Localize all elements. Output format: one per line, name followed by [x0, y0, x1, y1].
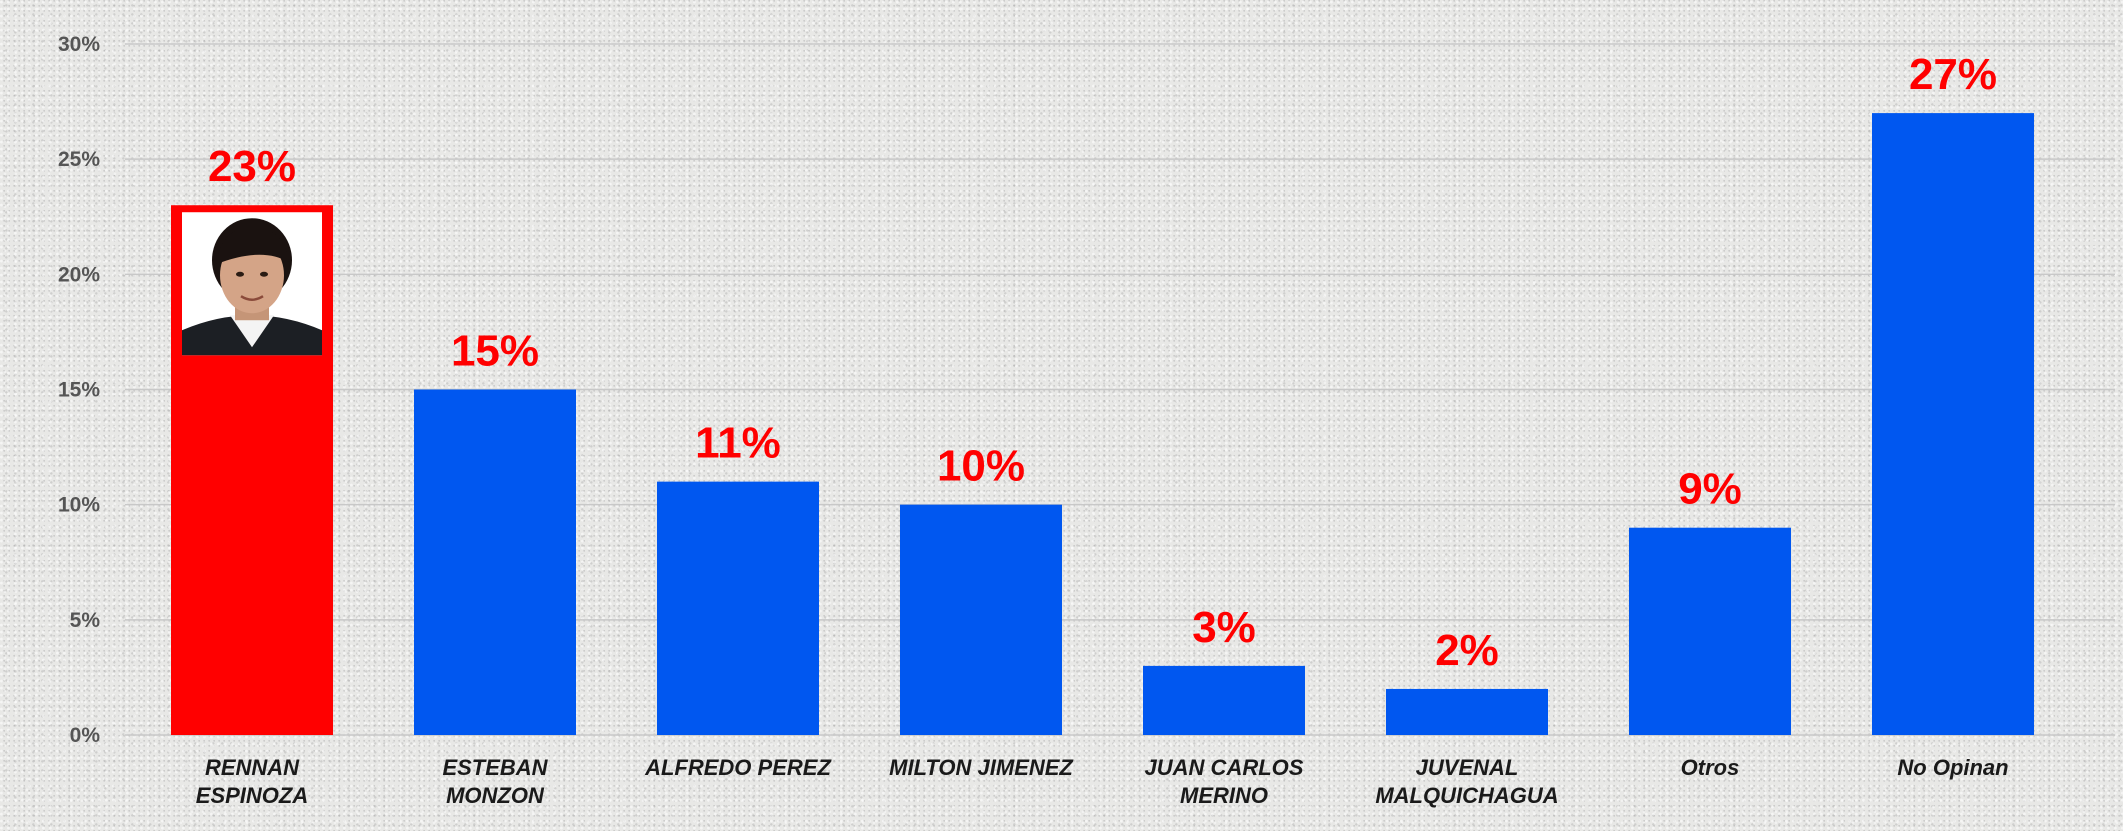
x-tick-label: Otros [1681, 755, 1740, 780]
y-tick-label: 30% [58, 33, 100, 56]
x-tick-label: JUVENAL MALQUICHAGUA [1375, 755, 1558, 808]
bar [1872, 113, 2034, 736]
data-label: 2% [1435, 626, 1499, 675]
y-tick-label: 10% [58, 494, 100, 517]
y-tick-label: 5% [70, 609, 101, 632]
x-axis: RENNAN ESPINOZA ESTEBAN MONZON ALFREDO PEREZ… [196, 755, 2009, 808]
x-tick-label-line: MALQUICHAGUA [1375, 783, 1558, 808]
y-tick-label: 25% [58, 148, 100, 171]
data-label: 11% [695, 419, 781, 468]
data-label: 27% [1909, 50, 1997, 99]
x-tick-label-line: MILTON JIMENEZ [889, 755, 1074, 780]
candidate-portrait [182, 212, 322, 356]
x-tick-label-line: ALFREDO PEREZ [644, 755, 832, 780]
x-tick-label: No Opinan [1897, 755, 2008, 780]
data-label: 15% [451, 327, 539, 376]
x-tick-label-line: ESTEBAN [442, 755, 548, 780]
candidate-photo [182, 212, 322, 356]
y-tick-label: 15% [58, 379, 100, 402]
x-tick-label: JUAN CARLOS MERINO [1145, 755, 1304, 808]
x-tick-label: ESTEBAN MONZON [442, 755, 548, 808]
bar [414, 389, 576, 735]
x-tick-label-line: MERINO [1180, 783, 1268, 808]
y-tick-label: 0% [70, 724, 101, 747]
x-tick-label-line: No Opinan [1897, 755, 2008, 780]
x-tick-label-line: Otros [1681, 755, 1740, 780]
data-labels: 23% 15% 11% 10% 3% 2% 9% 27% [208, 50, 1997, 675]
x-tick-label-line: MONZON [446, 783, 545, 808]
data-label: 10% [937, 442, 1025, 491]
bar [1386, 688, 1548, 735]
x-tick-label-line: JUVENAL [1416, 755, 1519, 780]
bar [657, 481, 819, 735]
data-label: 9% [1678, 465, 1742, 514]
x-tick-label: ALFREDO PEREZ [644, 755, 832, 780]
x-tick-label: RENNAN ESPINOZA [196, 755, 308, 808]
y-tick-label: 20% [58, 263, 100, 286]
x-tick-label: MILTON JIMENEZ [889, 755, 1074, 780]
data-label: 3% [1192, 603, 1256, 652]
bars [171, 113, 2034, 736]
data-label: 23% [208, 142, 296, 191]
bar [1143, 665, 1305, 735]
y-axis: 0% 5% 10% 15% 20% 25% 30% [58, 33, 100, 747]
bar [1629, 527, 1791, 735]
x-tick-label-line: RENNAN [205, 755, 300, 780]
x-tick-label-line: JUAN CARLOS [1145, 755, 1304, 780]
bar [900, 504, 1062, 735]
x-tick-label-line: ESPINOZA [196, 783, 308, 808]
